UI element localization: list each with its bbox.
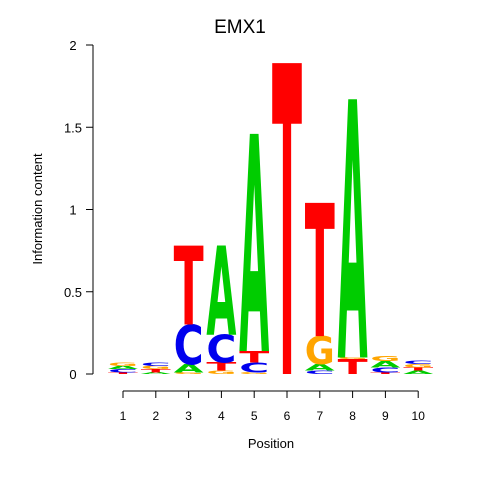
logo-letter-G: G (239, 372, 269, 375)
logo-letter-T: T (272, 0, 302, 475)
logo-letter-A: A (305, 362, 335, 373)
y-tick-label: 1.5 (64, 120, 82, 135)
x-tick-label: 6 (284, 409, 291, 423)
x-tick-label: 10 (412, 409, 426, 423)
x-tick-label: 2 (152, 409, 159, 423)
logo-letter-T: T (239, 348, 270, 367)
y-tick-label: 0 (69, 367, 76, 382)
logo-letter-A: A (141, 372, 172, 375)
logo-letter-G: G (403, 363, 433, 368)
logo-letter-G: G (141, 365, 171, 370)
logo-letter-G: G (370, 355, 400, 363)
x-axis-label: Position (248, 436, 294, 451)
logo-letter-A: A (370, 359, 400, 370)
logo-letter-A: A (206, 223, 236, 365)
logo-letter-A: A (403, 370, 434, 375)
logo-letter-C: C (206, 328, 236, 373)
logo-letter-G: G (108, 362, 138, 367)
y-tick-label: 0.5 (64, 285, 82, 300)
logo-letter-T: T (206, 360, 236, 373)
x-tick-label: 5 (251, 409, 258, 423)
x-tick-label: 3 (185, 409, 192, 423)
logo-letter-G: G (338, 357, 368, 360)
logo-letter-G: G (174, 372, 204, 375)
logo-letter-T: T (108, 372, 139, 375)
logo-letter-T: T (370, 372, 401, 375)
logo-letter-C: C (403, 360, 433, 365)
y-axis: 0 0.5 1 1.5 2 (64, 38, 94, 382)
x-tick-label: 7 (316, 409, 323, 423)
logo-letter-G: G (206, 370, 236, 375)
logo-letter-T: T (174, 225, 204, 351)
logo-letter-A: A (338, 30, 368, 442)
logo-letter-T: T (403, 367, 434, 372)
x-tick-label: 9 (382, 409, 389, 423)
logo-letter-G: G (305, 328, 335, 373)
y-tick-label: 1 (69, 203, 76, 218)
logo-letter-T: T (141, 368, 172, 373)
logo-letter-C: C (370, 366, 400, 374)
x-tick-label: 1 (120, 409, 127, 423)
logo-letter-A: A (239, 76, 269, 422)
logo-letter-C: C (141, 362, 171, 367)
logo-letter-C: C (108, 368, 138, 373)
logo-letter-A: A (174, 362, 204, 375)
logo-letter-T: T (305, 168, 335, 380)
y-tick-label: 2 (69, 38, 76, 53)
chart-title: EMX1 (214, 17, 266, 38)
x-tick-label: 4 (218, 409, 225, 423)
y-axis-label: Information content (30, 153, 45, 265)
x-tick-label: 8 (349, 409, 356, 423)
logo-letter-A: A (108, 365, 139, 370)
logo-letter-C: C (239, 360, 269, 376)
x-axis: 1 2 3 4 5 6 7 8 9 10 (120, 390, 426, 423)
logo-letter-T: T (338, 356, 369, 380)
logo-letter-C: C (174, 314, 204, 377)
logo-letter-C: C (305, 370, 335, 375)
